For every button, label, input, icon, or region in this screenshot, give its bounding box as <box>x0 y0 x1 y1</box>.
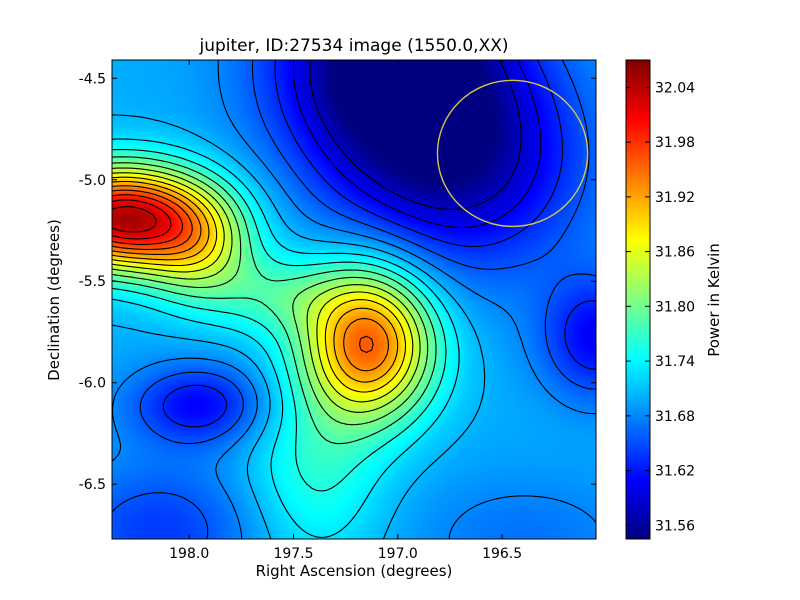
contour-level-11 <box>112 172 414 403</box>
y-tick-label: -6.5 <box>79 477 106 493</box>
contour-level-8 <box>112 156 437 445</box>
contour-level-13 <box>112 180 399 383</box>
x-tick-label: 196.5 <box>482 546 522 562</box>
plot-area: 198.0 197.5 197.0 196.5 -4.5 -5.0 -5.5 -6.0 -6.… <box>79 59 597 562</box>
colorbar-tick-label: 31.80 <box>655 299 695 315</box>
contour-level-4 <box>112 60 596 539</box>
contour-level-6 <box>112 138 460 539</box>
contour-level-5 <box>112 114 486 539</box>
y-tick-label: -5.0 <box>79 173 106 189</box>
contour-level-16 <box>112 194 184 245</box>
colorbar-tick-label: 31.68 <box>655 409 695 425</box>
plot-frame <box>111 59 597 540</box>
x-axis-label: Right Ascension (degrees) <box>256 562 453 580</box>
contour-level-18 <box>112 206 157 233</box>
heatmap-image <box>112 60 596 539</box>
annotation-circle-0 <box>436 79 589 228</box>
colorbar-ticks: 32.04 31.98 31.92 31.86 31.80 31.74 31.68 31.62… <box>626 80 695 534</box>
contour-level-15 <box>112 189 374 353</box>
colorbar-tick-label: 31.98 <box>655 135 695 151</box>
colorbar-tick-label: 31.74 <box>655 354 695 370</box>
x-axis: 198.0 197.5 197.0 196.5 <box>169 60 522 562</box>
colorbar: 32.04 31.98 31.92 31.86 31.80 31.74 31.68 31.62… <box>625 59 723 540</box>
y-axis-label: Declination (degrees) <box>45 219 63 381</box>
colorbar-tick-label: 31.86 <box>655 245 695 261</box>
contour-level-12 <box>112 176 407 393</box>
y-tick-label: -5.5 <box>79 274 106 290</box>
colorbar-tick-label: 31.92 <box>655 190 695 206</box>
contour-level-10 <box>112 167 421 413</box>
y-axis: -4.5 -5.0 -5.5 -6.0 -6.5 <box>79 71 596 493</box>
colorbar-tick-label: 31.62 <box>655 464 695 480</box>
contour-level-0 <box>309 60 522 210</box>
colorbar-label: Power in Kelvin <box>705 243 723 357</box>
contour-level-17 <box>112 199 172 240</box>
annotations <box>436 79 589 228</box>
colorbar-gradient <box>626 60 650 539</box>
contour-lines <box>112 60 596 539</box>
x-tick-label: 197.0 <box>378 546 418 562</box>
colorbar-frame <box>625 59 651 540</box>
x-tick-label: 197.5 <box>273 546 313 562</box>
contour-level-3 <box>112 60 596 539</box>
contour-level-7 <box>112 148 447 492</box>
chart-title: jupiter, ID:27534 image (1550.0,XX) <box>198 36 508 56</box>
colorbar-tick-label: 32.04 <box>655 80 695 96</box>
contour-level-9 <box>112 162 429 426</box>
colorbar-tick-label: 31.56 <box>655 518 695 534</box>
contour-level-2 <box>162 60 596 428</box>
y-tick-label: -4.5 <box>79 71 106 87</box>
contour-level-14 <box>112 185 390 372</box>
x-tick-label: 198.0 <box>169 546 209 562</box>
y-tick-label: -6.0 <box>79 376 106 392</box>
